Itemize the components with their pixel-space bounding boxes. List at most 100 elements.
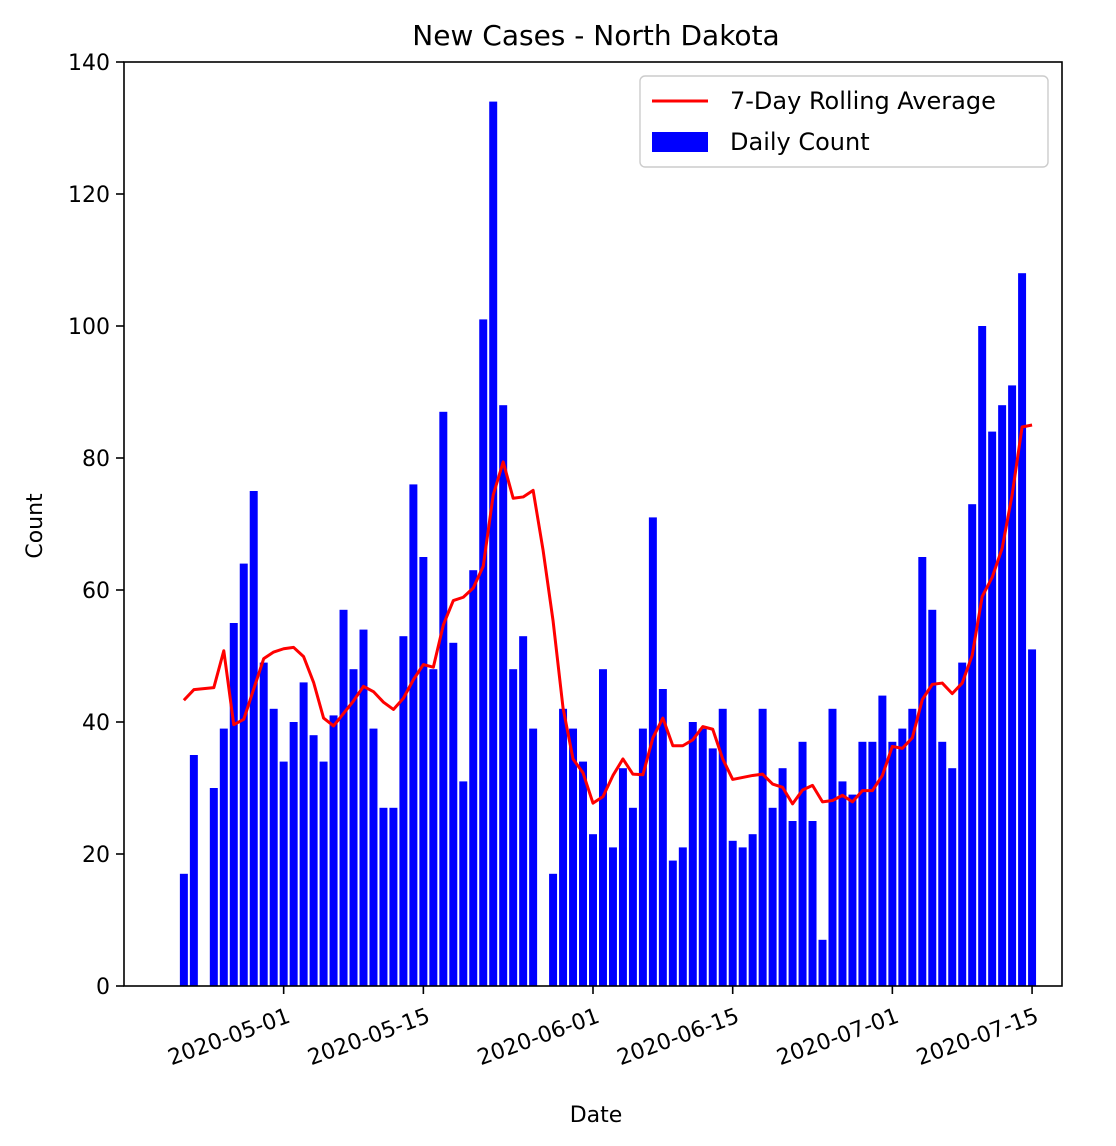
legend-label: Daily Count bbox=[730, 128, 870, 156]
bar bbox=[519, 636, 528, 986]
bar bbox=[299, 682, 308, 986]
bar bbox=[618, 768, 627, 986]
bar bbox=[379, 807, 388, 986]
chart-title: New Cases - North Dakota bbox=[412, 19, 779, 52]
bar bbox=[728, 840, 737, 986]
bar bbox=[419, 557, 428, 986]
y-tick-label: 0 bbox=[96, 975, 110, 1000]
bar bbox=[658, 689, 667, 986]
plot-area: 0 20 40 60 80 100 120 140 2020-05-01 2020-05-15 20… bbox=[68, 51, 1063, 1071]
bar bbox=[718, 708, 727, 986]
bar bbox=[339, 609, 348, 986]
bar bbox=[589, 834, 597, 986]
bar bbox=[898, 728, 907, 986]
bar bbox=[449, 642, 458, 986]
bar bbox=[808, 821, 817, 986]
bar bbox=[928, 609, 937, 986]
bar bbox=[499, 405, 508, 986]
bar bbox=[489, 101, 498, 987]
bar bbox=[399, 636, 408, 986]
legend-label: 7-Day Rolling Average bbox=[730, 87, 996, 115]
bar bbox=[359, 629, 368, 986]
bar bbox=[309, 735, 318, 986]
bar bbox=[758, 708, 767, 986]
bar bbox=[668, 860, 677, 986]
bar bbox=[708, 748, 717, 986]
bar bbox=[948, 768, 957, 986]
bar bbox=[579, 761, 588, 986]
bar bbox=[459, 781, 468, 986]
bar bbox=[319, 761, 328, 986]
bar bbox=[269, 708, 278, 986]
bar bbox=[549, 873, 558, 986]
legend-bar-swatch bbox=[652, 132, 708, 152]
bar bbox=[279, 761, 288, 986]
bar bbox=[229, 623, 238, 986]
bar bbox=[249, 491, 258, 986]
bar bbox=[908, 708, 917, 986]
bar bbox=[778, 768, 787, 986]
x-axis-label: Date bbox=[570, 1103, 623, 1128]
bar bbox=[569, 728, 578, 986]
bar bbox=[958, 662, 967, 986]
bar bbox=[409, 484, 418, 986]
bar bbox=[608, 847, 617, 986]
bar bbox=[439, 411, 448, 986]
bar bbox=[209, 788, 218, 986]
y-tick-label: 60 bbox=[82, 579, 110, 604]
x-tick-label: 2020-06-15 bbox=[614, 1004, 743, 1071]
bar bbox=[678, 847, 687, 986]
bar bbox=[798, 741, 807, 986]
y-tick-label: 20 bbox=[82, 843, 110, 868]
y-tick-label: 100 bbox=[68, 315, 110, 340]
bar bbox=[219, 728, 228, 986]
bar bbox=[968, 504, 977, 986]
bar bbox=[559, 708, 568, 986]
bar bbox=[189, 755, 198, 986]
x-tick-label: 2020-05-15 bbox=[305, 1004, 434, 1071]
x-tick-label: 2020-06-01 bbox=[474, 1004, 603, 1071]
y-axis-label: Count bbox=[23, 493, 48, 559]
bar bbox=[1008, 385, 1017, 986]
bar bbox=[888, 741, 897, 986]
legend: 7-Day Rolling Average Daily Count bbox=[639, 75, 1049, 168]
bar bbox=[179, 873, 188, 986]
bar bbox=[289, 722, 298, 986]
x-tick-label: 2020-07-15 bbox=[913, 1004, 1042, 1071]
x-tick-label: 2020-07-01 bbox=[774, 1004, 903, 1071]
bar bbox=[479, 319, 488, 986]
bar bbox=[878, 695, 887, 986]
bar bbox=[838, 781, 847, 986]
y-tick-label: 40 bbox=[82, 711, 110, 736]
bar bbox=[688, 722, 697, 986]
bar bbox=[988, 431, 997, 987]
bar bbox=[848, 794, 857, 986]
bar bbox=[918, 557, 927, 986]
rolling-average-line bbox=[182, 423, 1033, 806]
bar bbox=[768, 807, 777, 986]
y-tick-label: 140 bbox=[68, 51, 110, 76]
bar bbox=[239, 563, 248, 986]
bar bbox=[858, 741, 867, 986]
bar bbox=[998, 405, 1007, 986]
bar bbox=[868, 741, 877, 986]
bar bbox=[509, 669, 518, 986]
bar bbox=[529, 728, 538, 986]
bar bbox=[1018, 273, 1027, 986]
bar bbox=[748, 834, 757, 986]
bar bbox=[978, 326, 987, 986]
bar bbox=[628, 807, 637, 986]
bar bbox=[429, 669, 438, 986]
bar bbox=[818, 939, 827, 986]
bar bbox=[698, 728, 707, 986]
bar bbox=[938, 741, 947, 986]
y-tick-label: 80 bbox=[82, 447, 110, 472]
bar bbox=[469, 570, 478, 986]
bar bbox=[389, 807, 398, 986]
bar bbox=[638, 728, 647, 986]
bar bbox=[828, 708, 837, 986]
x-tick-label: 2020-05-01 bbox=[165, 1004, 294, 1071]
bar bbox=[369, 728, 378, 986]
legend-box bbox=[639, 75, 1049, 168]
